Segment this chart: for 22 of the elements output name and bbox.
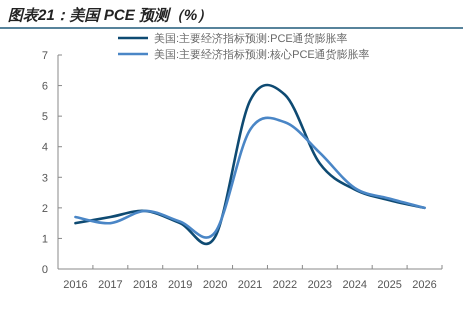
y-tick-label: 2 xyxy=(42,202,48,215)
chart-title: 图表21：美国 PCE 预测（%） xyxy=(8,6,212,24)
x-tick-label: 2025 xyxy=(377,279,402,291)
y-tick-label: 7 xyxy=(42,50,48,62)
y-tick-label: 5 xyxy=(42,111,48,124)
x-tick-label: 2024 xyxy=(342,279,367,291)
x-tick-label: 2019 xyxy=(168,279,192,291)
x-tick-label: 2026 xyxy=(412,279,437,291)
legend-label: 美国:主要经济指标预测:PCE通货膨胀率 xyxy=(154,32,348,45)
x-tick-label: 2021 xyxy=(238,279,262,291)
y-tick-label: 1 xyxy=(42,233,48,246)
y-tick-label: 0 xyxy=(42,264,48,276)
x-tick-label: 2023 xyxy=(308,279,332,291)
y-tick-label: 4 xyxy=(42,142,48,154)
x-tick-label: 2017 xyxy=(98,279,123,291)
x-tick-label: 2018 xyxy=(133,279,158,291)
legend-label: 美国:主要经济指标预测:核心PCE通货膨胀率 xyxy=(154,48,370,61)
y-tick-label: 6 xyxy=(42,80,48,93)
y-tick-label: 3 xyxy=(42,172,48,184)
x-tick-label: 2022 xyxy=(272,279,298,291)
x-tick-label: 2016 xyxy=(63,279,88,291)
x-tick-label: 2020 xyxy=(202,279,228,291)
